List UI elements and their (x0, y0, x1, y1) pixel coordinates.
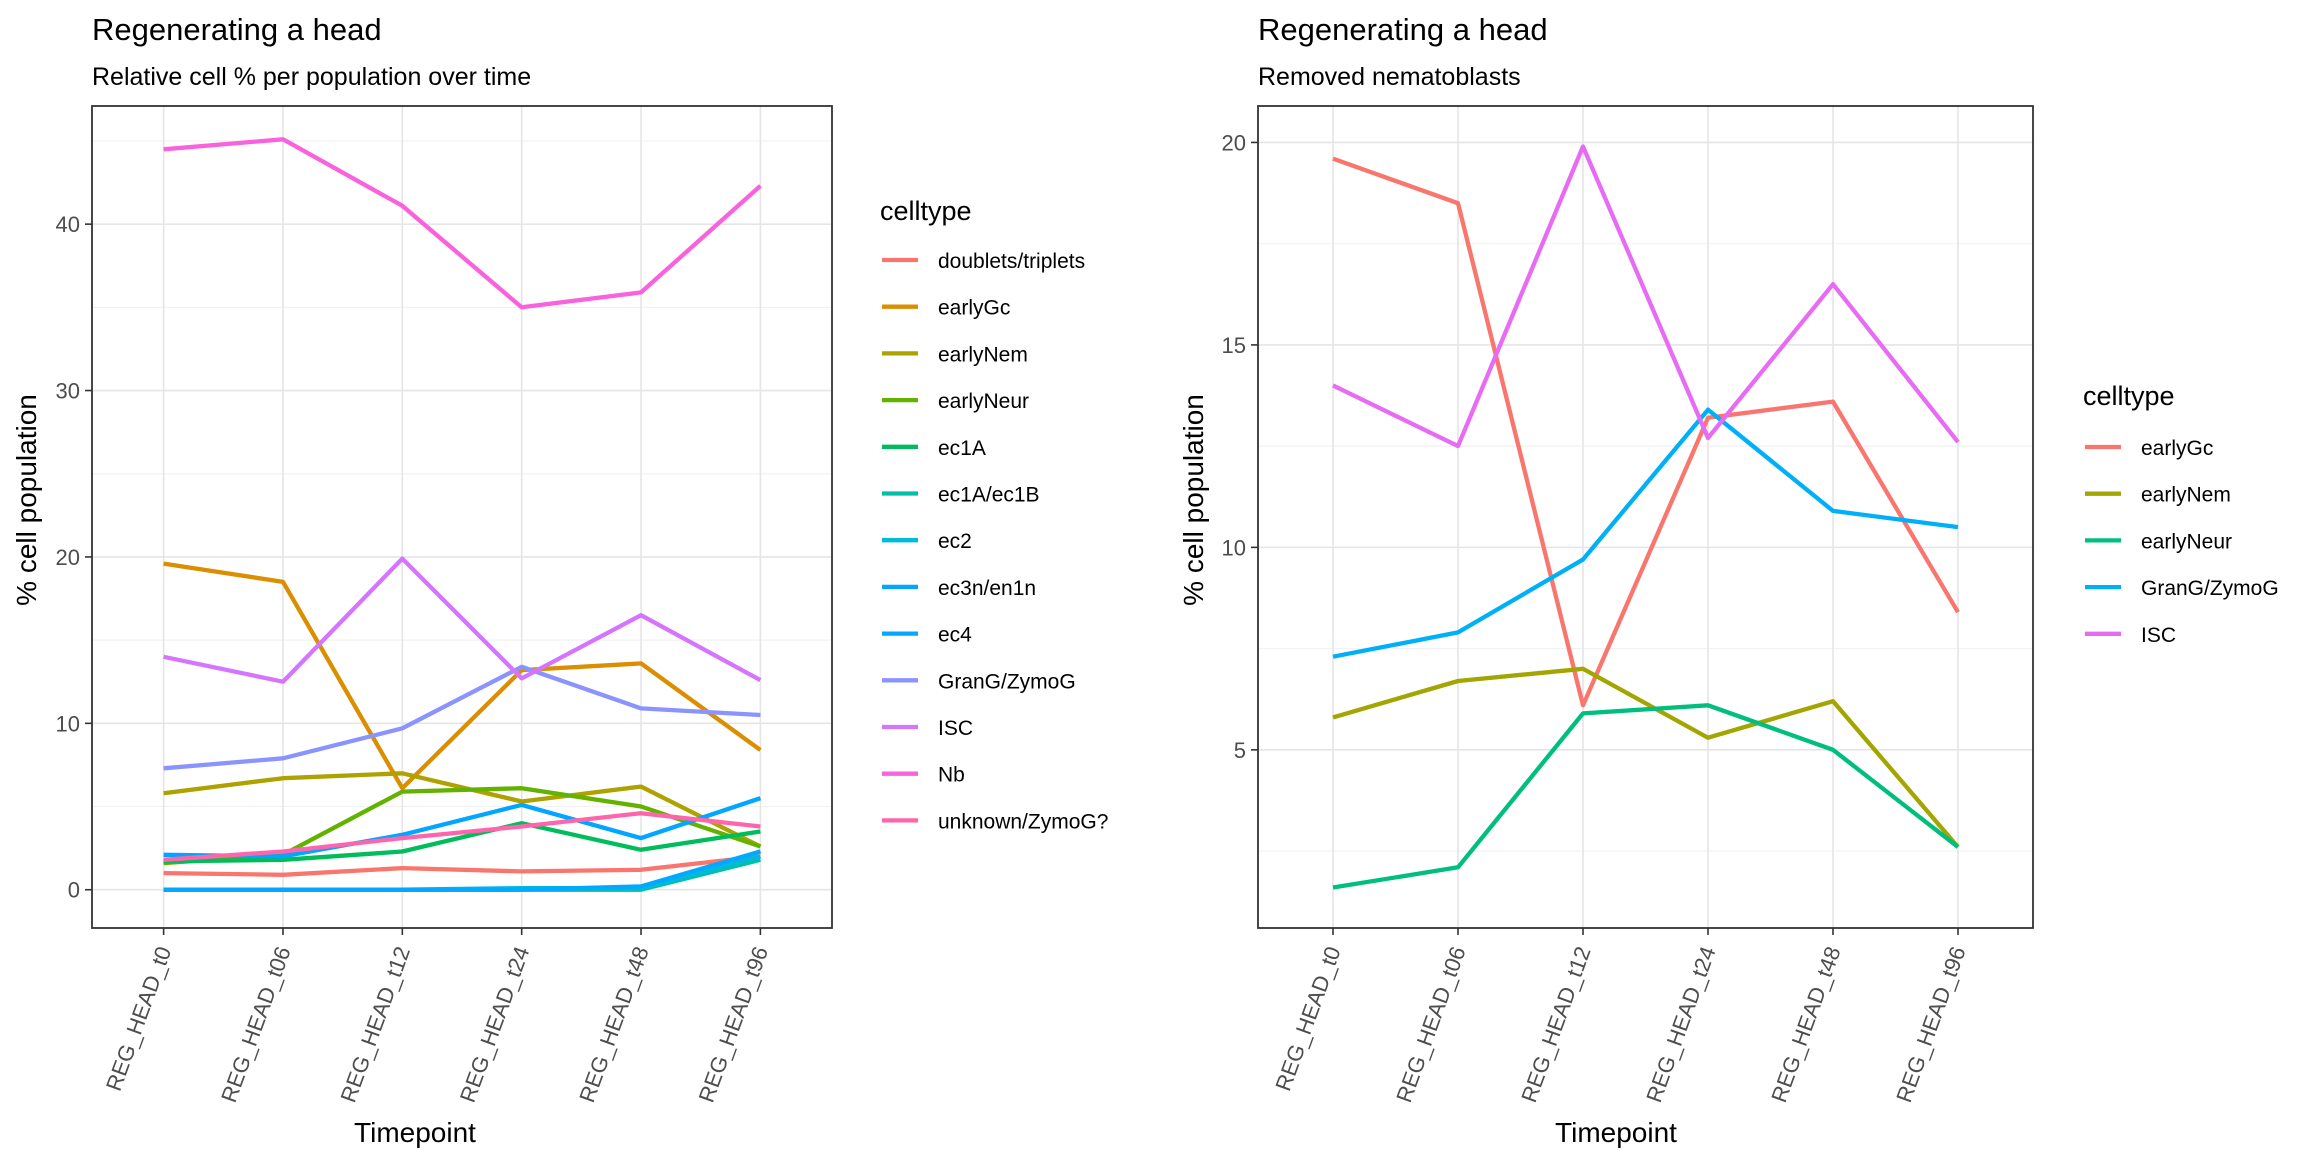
legend-label: Nb (938, 764, 965, 787)
plot-border (91, 105, 833, 929)
series-line (1332, 156, 1960, 708)
y-tick-label: 20 (1222, 130, 1246, 155)
series-line (163, 137, 762, 310)
plot-background (1258, 106, 2033, 928)
series-line (1332, 666, 1960, 849)
series-line (163, 556, 762, 684)
y-tick-label: 40 (56, 212, 80, 237)
series-line (163, 849, 762, 892)
y-tick-label: 5 (1234, 738, 1246, 763)
legend-label: unknown/ZymoG? (938, 810, 1108, 833)
legend-label: earlyNeur (2141, 530, 2232, 553)
y-tick-label: 10 (56, 711, 80, 736)
y-tick-label: 20 (56, 545, 80, 570)
y-tick-label: 15 (1222, 333, 1246, 358)
plot-border (1257, 105, 2034, 929)
legend-label: earlyNem (938, 343, 1028, 366)
legend-label: GranG/ZymoG (2141, 577, 2279, 600)
legend-label: ec3n/en1n (938, 577, 1036, 600)
y-axis-label: % cell population (11, 394, 42, 606)
legend-label: earlyGc (938, 297, 1010, 320)
legend-label: ISC (938, 717, 973, 740)
series-line (1332, 407, 1959, 659)
legend-label: earlyGc (2141, 437, 2213, 460)
legend-label: ec2 (938, 530, 972, 553)
legend-label: doublets/triplets (938, 250, 1085, 273)
plot-background (92, 106, 832, 928)
chart-title: Regenerating a head (92, 12, 382, 47)
y-axis-label: % cell population (1178, 394, 1209, 606)
y-tick-label: 0 (68, 878, 80, 903)
chart-subtitle: Removed nematoblasts (1258, 63, 1521, 91)
x-axis-label: Timepoint (354, 1117, 476, 1148)
chart-title: Regenerating a head (1258, 12, 1548, 47)
legend-label: earlyNeur (938, 390, 1029, 413)
y-tick-label: 30 (56, 379, 80, 404)
legend-label: GranG/ZymoG (938, 670, 1076, 693)
series-line (1332, 144, 1960, 449)
legend-label: ec4 (938, 624, 972, 647)
series-line (163, 796, 762, 859)
series-line (163, 664, 761, 771)
series-line (163, 821, 761, 864)
series-line (163, 811, 761, 862)
legend-title: celltype (880, 196, 972, 226)
series-line (163, 561, 762, 791)
legend: earlyGc earlyNem earlyNeur GranG/ZymoG ISC (2085, 437, 2279, 647)
y-tick-label: 10 (1222, 535, 1246, 560)
legend-label: ec1A (938, 437, 986, 460)
legend: doublets/triplets earlyGc earlyNem earlyNeu… (882, 250, 1108, 833)
chart-subtitle: Relative cell % per population over time (92, 63, 531, 91)
series-line (163, 771, 762, 849)
legend-label: earlyNem (2141, 484, 2231, 507)
legend-label: ISC (2141, 624, 2176, 647)
legend-label: ec1A/ec1B (938, 484, 1040, 507)
x-axis-label: Timepoint (1555, 1117, 1677, 1148)
series-line (1332, 703, 1960, 890)
series-line (163, 854, 761, 877)
legend-title: celltype (2083, 381, 2175, 411)
